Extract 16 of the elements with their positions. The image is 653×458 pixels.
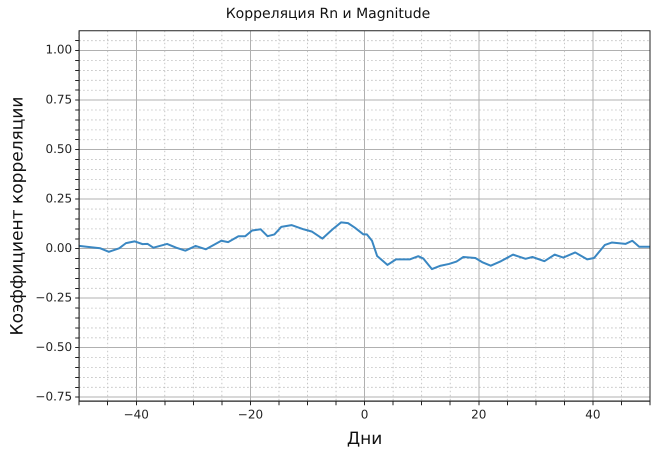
- x-axis-title: Дни: [346, 429, 382, 450]
- y-axis-title: Коэффициент корреляции: [8, 96, 28, 336]
- y-tick-label: −0.75: [35, 389, 72, 404]
- x-tick-label: 0: [360, 408, 368, 422]
- chart-title: Корреляция Rn и Magnitude: [226, 6, 430, 22]
- y-tick-label: 0.25: [45, 191, 72, 206]
- y-tick-label: 0.50: [45, 142, 72, 156]
- x-tick-label: −20: [238, 408, 264, 422]
- x-tick-label: 40: [585, 408, 601, 422]
- y-tick-label: 0.75: [45, 92, 72, 106]
- x-tick-label: −40: [124, 408, 149, 422]
- y-tick-label: 0.00: [45, 240, 72, 255]
- y-tick-label: −0.50: [35, 340, 72, 354]
- y-tick-label: 1.00: [45, 42, 72, 57]
- x-tick-label: 20: [471, 408, 486, 422]
- y-tick-label: −0.25: [35, 290, 72, 304]
